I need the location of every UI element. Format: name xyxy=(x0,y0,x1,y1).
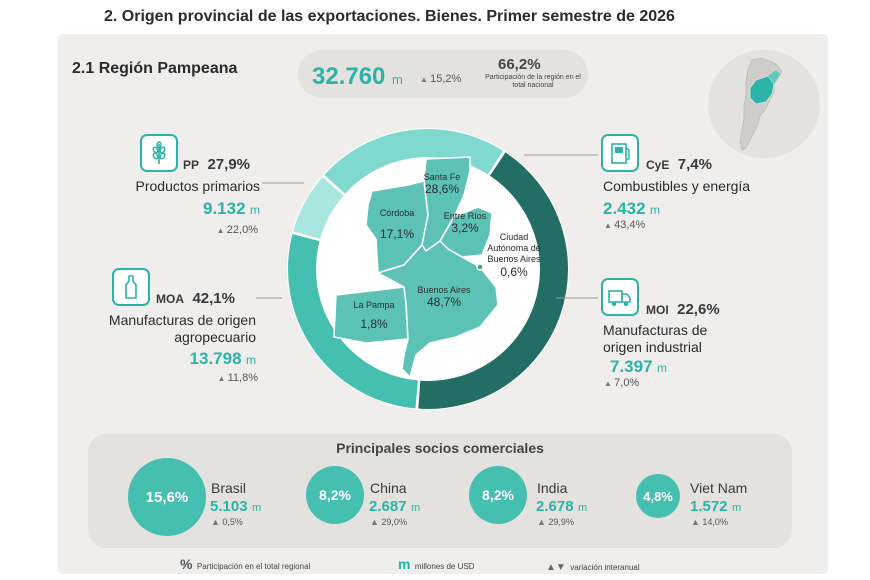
moi-header: MOI 22,6% xyxy=(646,301,720,319)
up-arrow-icon: ▲ xyxy=(420,75,431,84)
truck-icon xyxy=(608,290,631,307)
legend-unit: m millones de USD xyxy=(398,556,475,572)
donut-segment-pp xyxy=(288,234,419,409)
region-kpi-box xyxy=(298,50,588,98)
pp-icon-box xyxy=(140,134,178,172)
partner-name-brasil: Brasil xyxy=(211,480,247,496)
moi-share: 22,6% xyxy=(677,301,720,318)
donut-segment-cye xyxy=(293,177,344,240)
cye-variation: ▲ 43,4% xyxy=(604,219,646,231)
region-share-label: Participación de la región en el total n… xyxy=(485,74,581,89)
partner-value-india: 2.678 m xyxy=(536,498,588,515)
pp-header: PP 27,9% xyxy=(183,156,250,174)
cye-share: 7,4% xyxy=(677,156,712,173)
region-share: 66,2% xyxy=(498,56,541,73)
partners-title: Principales socios comerciales xyxy=(336,440,544,456)
moa-value: 13.798 m xyxy=(189,349,256,368)
cye-code: CyE xyxy=(646,158,670,172)
legend-variation: ▲▼ variación interanual xyxy=(546,562,640,573)
moi-variation: ▲ 7,0% xyxy=(604,377,640,389)
partner-bubble-china: 8,2% xyxy=(306,466,364,524)
province-shape-buenos-aires xyxy=(377,240,499,378)
partner-name-viet-nam: Viet Nam xyxy=(690,480,748,496)
region-total-value: 32.760 xyxy=(312,63,386,90)
up-arrow-icon: ▲ xyxy=(604,379,615,388)
moa-icon-box xyxy=(112,268,150,306)
up-down-arrows-icon: ▲▼ xyxy=(546,562,566,573)
legend-share: % Participación en el total regional xyxy=(180,556,311,572)
partner-bubble-india: 8,2% xyxy=(469,466,527,524)
up-arrow-icon: ▲ xyxy=(216,226,227,235)
up-arrow-icon: ▲ xyxy=(370,517,382,527)
partner-bubble-viet-nam: 4,8% xyxy=(636,474,680,518)
province-label-caba: Ciudad Autónoma de Buenos Aires 0,6% xyxy=(487,232,541,279)
argentina-mini-map-icon xyxy=(739,57,783,151)
up-arrow-icon: ▲ xyxy=(211,517,223,527)
partner-name-china: China xyxy=(370,480,407,496)
partner-variation-india: ▲ 29,9% xyxy=(537,517,574,527)
province-shape-caba xyxy=(476,263,484,271)
donut-segment-moa xyxy=(418,152,568,409)
partner-value-viet-nam: 1.572 m xyxy=(690,498,742,515)
moi-name: Manufacturas de origen industrial xyxy=(603,322,708,355)
province-label-cordoba: Córdoba 17,1% xyxy=(379,208,415,241)
province-label-santa-fe: Santa Fe 28,6% xyxy=(423,172,461,196)
fuel-pump-icon xyxy=(611,143,630,164)
bottle-icon xyxy=(125,275,137,299)
moi-icon-box xyxy=(601,278,639,316)
moi-value: 7.397 m xyxy=(610,357,667,376)
cye-icon-box xyxy=(601,134,639,172)
donut-segment-moi xyxy=(324,129,504,194)
moa-code: MOA xyxy=(156,292,184,306)
partner-variation-china: ▲ 29,0% xyxy=(370,517,407,527)
region-title: 2.1 Región Pampeana xyxy=(72,60,238,77)
up-arrow-icon: ▲ xyxy=(217,374,228,383)
moa-header: MOA 42,1% xyxy=(156,290,235,308)
region-total-variation: ▲ 15,2% xyxy=(420,73,462,85)
region-total-unit: m xyxy=(392,72,403,87)
partner-name-india: India xyxy=(537,480,568,496)
partner-value-china: 2.687 m xyxy=(369,498,421,515)
partner-variation-viet-nam: ▲ 14,0% xyxy=(691,517,728,527)
partner-value-brasil: 5.103 m xyxy=(210,498,262,515)
unit-icon: m xyxy=(398,556,411,572)
page-title: 2. Origen provincial de las exportacione… xyxy=(104,8,675,25)
cye-header: CyE 7,4% xyxy=(646,156,712,174)
pp-code: PP xyxy=(183,158,200,172)
province-label-buenos-aires: Buenos Aires 48,7% xyxy=(417,285,471,309)
partner-variation-brasil: ▲ 0,5% xyxy=(211,517,243,527)
wheat-icon xyxy=(152,141,166,164)
moa-name: Manufacturas de origen agropecuario xyxy=(108,312,256,345)
province-label-la-pampa: La Pampa 1,8% xyxy=(353,300,395,331)
moa-share: 42,1% xyxy=(192,290,235,307)
pp-share: 27,9% xyxy=(207,156,251,173)
up-arrow-icon: ▲ xyxy=(537,517,549,527)
pp-value: 9.132 m xyxy=(203,199,260,218)
moi-code: MOI xyxy=(646,303,669,317)
partner-bubble-brasil: 15,6% xyxy=(128,458,206,536)
pampeana-province-map xyxy=(333,156,499,378)
percent-icon: % xyxy=(180,556,193,572)
cye-value: 2.432 m xyxy=(603,199,660,218)
cye-name: Combustibles y energía xyxy=(603,178,751,194)
moa-variation: ▲ 11,8% xyxy=(217,372,258,384)
up-arrow-icon: ▲ xyxy=(604,221,615,230)
province-label-entre-rios: Entre Ríos 3,2% xyxy=(443,211,487,235)
pp-name: Productos primarios xyxy=(135,178,261,194)
up-arrow-icon: ▲ xyxy=(691,517,703,527)
pp-variation: ▲ 22,0% xyxy=(216,224,258,236)
